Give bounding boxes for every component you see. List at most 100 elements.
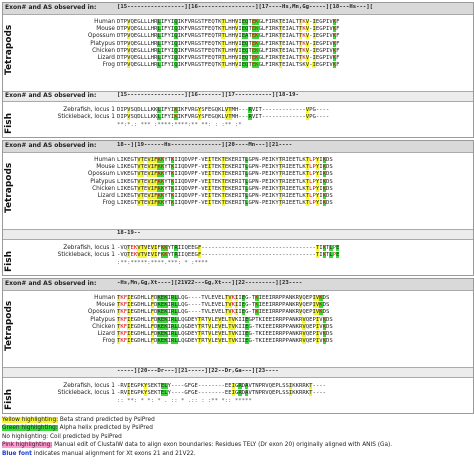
residue-run: LP bbox=[309, 178, 316, 185]
residue-run: VT bbox=[224, 114, 232, 121]
residue-run: L bbox=[329, 252, 333, 259]
residue-run: I bbox=[315, 330, 320, 337]
residue-run: K bbox=[255, 309, 259, 316]
residue-run: E bbox=[245, 338, 249, 345]
residue-run: IKFVRGSTFEQTK bbox=[177, 62, 222, 69]
residue-run: RL bbox=[170, 330, 178, 337]
residue-run: V bbox=[302, 323, 306, 330]
residue-run: EGPK bbox=[130, 390, 144, 397]
residue-run: K bbox=[170, 164, 175, 171]
sequence-row: TKFIEGDHLLFDKEKIRLLQGDEYTRTVLEVELTVKIIEG… bbox=[117, 323, 469, 331]
residue-run: LQG----TVLEVEL bbox=[177, 302, 225, 309]
residue-run: L bbox=[157, 47, 161, 54]
species-name: Zebrafish, locus 1 bbox=[63, 245, 115, 251]
residue-run: K bbox=[322, 157, 326, 163]
residue-run: L bbox=[157, 40, 161, 47]
residue-run: I bbox=[315, 338, 320, 345]
residue-run: VIF bbox=[147, 192, 158, 199]
residue-run: V bbox=[299, 295, 303, 301]
residue-run: I bbox=[238, 19, 242, 25]
residue-run: KK bbox=[157, 178, 165, 185]
species-name: Platypus bbox=[90, 178, 115, 185]
residue-run: RT bbox=[201, 338, 209, 345]
residue-run: I bbox=[312, 33, 316, 40]
residue-run: T bbox=[305, 157, 310, 163]
residue-run: V bbox=[299, 302, 303, 309]
residue-run: A bbox=[245, 390, 249, 397]
residue-run: V bbox=[305, 107, 310, 113]
residue-run: EGDHLL bbox=[130, 295, 151, 301]
sequence-row: LIKEGTVTEVIFKKYTKIIQDVPF-VEITEKTEKERITLG… bbox=[117, 178, 469, 186]
residue-run: QEP bbox=[302, 295, 313, 301]
residue-run: VIT------------- bbox=[251, 107, 306, 113]
residue-run: YT bbox=[164, 171, 171, 178]
residue-run: I bbox=[238, 302, 242, 309]
residue-run: YT bbox=[167, 252, 175, 259]
residue-run: E bbox=[143, 185, 148, 192]
residue-run: EGPIV bbox=[315, 62, 333, 69]
residue-run: VI bbox=[150, 245, 158, 251]
residue-run: K bbox=[302, 33, 306, 40]
residue-run: EGPIV bbox=[315, 47, 333, 54]
residue-run: LIKEGT bbox=[117, 185, 138, 192]
residue-run: I bbox=[319, 252, 323, 259]
sequence-row: TKFIEGDHLLFDKEKIRLLQG----TVLEVELTVKIIEG-… bbox=[117, 302, 469, 309]
residue-run: T bbox=[305, 164, 310, 171]
residue-run: -RV bbox=[117, 383, 128, 389]
residue-run: F bbox=[150, 330, 155, 337]
residue-run: V bbox=[127, 40, 131, 47]
residue-run: K bbox=[231, 302, 235, 309]
residue-run: GLFIRK bbox=[258, 62, 279, 69]
residue-run: ---- bbox=[312, 383, 326, 389]
residue-run: K bbox=[231, 295, 235, 301]
residue-run: MH--- bbox=[231, 107, 249, 113]
residue-run: I bbox=[234, 295, 239, 301]
residue-run: GLFIRK bbox=[258, 40, 279, 47]
residue-run: T bbox=[315, 252, 320, 259]
residue-run: TV bbox=[224, 295, 232, 301]
residue-run: I bbox=[127, 323, 131, 330]
residue-run: Y bbox=[143, 383, 148, 389]
residue-run: IIQEEG bbox=[177, 252, 198, 259]
residue-run: KEK bbox=[157, 330, 168, 337]
residue-run: V bbox=[302, 338, 306, 345]
residue-run: I bbox=[208, 192, 212, 199]
residue-run: RT bbox=[201, 316, 209, 323]
residue-run: EL bbox=[221, 330, 229, 337]
residue-run: Y----GFGE--------EE bbox=[167, 383, 232, 389]
residue-run: K bbox=[322, 178, 326, 185]
residue-run: SEKT bbox=[147, 383, 161, 389]
species-names: Zebrafish, locus 1 Stickleback, locus 1 bbox=[17, 383, 115, 397]
residue-run: EIALT bbox=[282, 26, 299, 33]
residue-run: I bbox=[127, 316, 131, 323]
residue-run: I bbox=[319, 200, 323, 207]
residue-run: P bbox=[332, 245, 337, 251]
residue-run: V bbox=[208, 316, 212, 323]
residue-run: VTNPRVQEPLSS bbox=[248, 383, 289, 389]
residue-run: EK bbox=[251, 26, 259, 33]
residue-run: DS bbox=[326, 323, 333, 330]
residue-run: IFYI bbox=[160, 54, 175, 61]
residue-run: EK bbox=[251, 33, 259, 40]
residue-run: IIQDVPF-VE bbox=[174, 171, 209, 178]
residue-run: I bbox=[319, 178, 323, 185]
residue-run: K bbox=[302, 40, 306, 47]
residue-run: V bbox=[319, 338, 323, 345]
residue-run: F bbox=[157, 245, 161, 251]
residue-run: LHH bbox=[224, 54, 235, 61]
residue-run: L bbox=[329, 245, 333, 251]
residue-run: K bbox=[170, 178, 175, 185]
residue-run: DS bbox=[325, 164, 333, 171]
residue-run: EQ bbox=[241, 40, 249, 47]
residue-run: QEGLLLHR bbox=[130, 40, 158, 47]
residue-run: TEK bbox=[211, 192, 222, 199]
residue-run: EK bbox=[251, 54, 259, 61]
residue-run: IKFVRGSTFEQTK bbox=[177, 40, 222, 47]
residue-run: T bbox=[325, 252, 330, 259]
residue-run: LVKEGT bbox=[117, 171, 138, 178]
residue-run: K bbox=[170, 185, 175, 192]
residue-run: I bbox=[234, 302, 239, 309]
residue-run: T bbox=[278, 47, 283, 54]
residue-run: EKERIT bbox=[224, 157, 246, 163]
